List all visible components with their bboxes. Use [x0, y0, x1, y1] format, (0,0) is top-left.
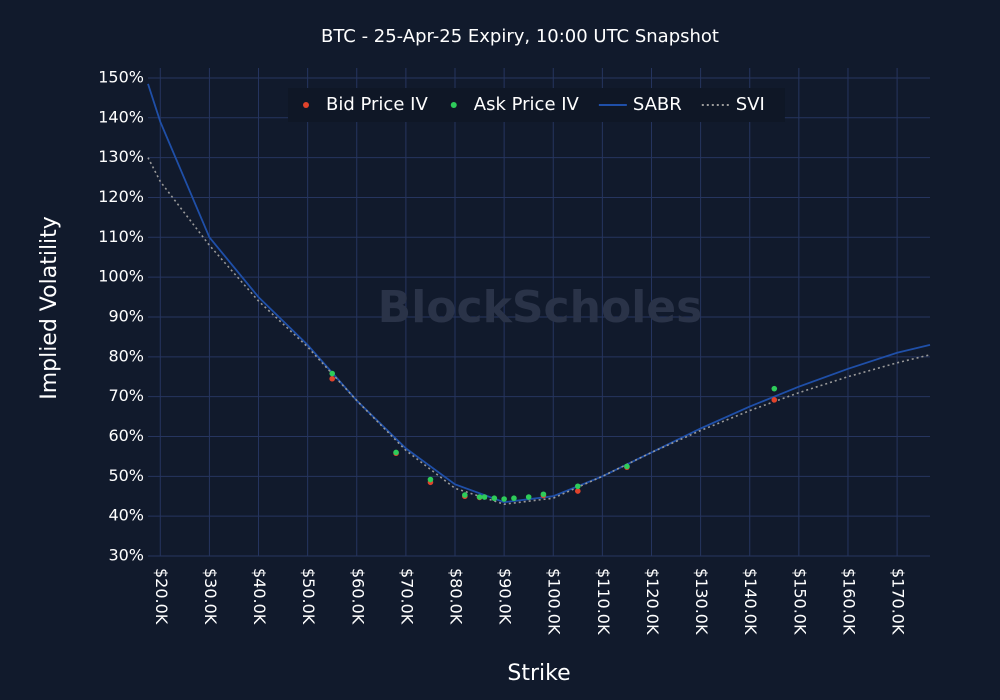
x-tick-label: $60.0K [348, 568, 367, 625]
point [771, 385, 778, 392]
y-tick-label: 50% [108, 466, 144, 485]
x-tick-label: $50.0K [299, 568, 318, 625]
point [540, 491, 547, 498]
point [462, 492, 468, 498]
point [771, 397, 778, 403]
y-tick-label: 30% [108, 546, 144, 565]
y-tick-label: 110% [98, 227, 144, 246]
legend: Bid Price IV Ask Price IV SABR SVI [288, 88, 785, 122]
x-tick-label: $170.0K [889, 568, 908, 635]
y-tick-label: 140% [98, 107, 144, 126]
x-tick-label: $100.0K [545, 568, 564, 635]
legend-label: SABR [633, 94, 682, 115]
x-tick-label: $90.0K [496, 568, 515, 625]
x-tick-label: $130.0K [692, 568, 711, 635]
legend-label: Ask Price IV [474, 94, 580, 115]
point [491, 495, 498, 502]
point [501, 496, 507, 502]
x-tick-label: $80.0K [447, 568, 466, 625]
x-tick-label: $120.0K [643, 568, 662, 635]
x-tick-label: $150.0K [790, 568, 809, 635]
point [329, 375, 336, 382]
x-tick-label: $70.0K [397, 568, 416, 625]
x-tick-label: $20.0K [152, 568, 171, 625]
legend-marker [303, 102, 309, 108]
point [481, 494, 488, 500]
y-tick-label: 90% [108, 306, 144, 325]
point [393, 449, 399, 456]
point [575, 483, 581, 490]
point [575, 488, 581, 494]
x-tick-label: $110.0K [594, 568, 613, 635]
x-tick-label: $40.0K [250, 568, 269, 625]
watermark: BlockScholes [378, 282, 703, 333]
point [525, 494, 532, 500]
y-tick-label: 120% [98, 187, 144, 206]
point [427, 476, 434, 483]
x-tick-label: $30.0K [201, 568, 220, 625]
y-tick-label: 40% [108, 506, 144, 525]
y-tick-label: 150% [98, 67, 144, 86]
x-axis-label: Strike [507, 661, 570, 686]
x-tick-label: $140.0K [741, 568, 760, 635]
point [511, 495, 517, 502]
point [329, 370, 336, 377]
legend-label: SVI [736, 94, 765, 115]
legend-marker [450, 102, 457, 108]
point [624, 463, 630, 470]
y-tick-label: 130% [98, 147, 144, 166]
curve [147, 157, 931, 506]
y-tick-label: 80% [108, 346, 144, 365]
chart-title: BTC - 25-Apr-25 Expiry, 10:00 UTC Snapsh… [321, 26, 719, 47]
point [476, 494, 483, 500]
x-tick-label: $160.0K [839, 568, 858, 635]
y-tick-label: 100% [98, 267, 144, 286]
y-tick-label: 70% [108, 386, 144, 405]
legend-label: Bid Price IV [326, 94, 428, 115]
grid [148, 68, 930, 557]
y-tick-label: 60% [108, 426, 144, 445]
y-axis-label: Implied Volatility [37, 216, 62, 400]
